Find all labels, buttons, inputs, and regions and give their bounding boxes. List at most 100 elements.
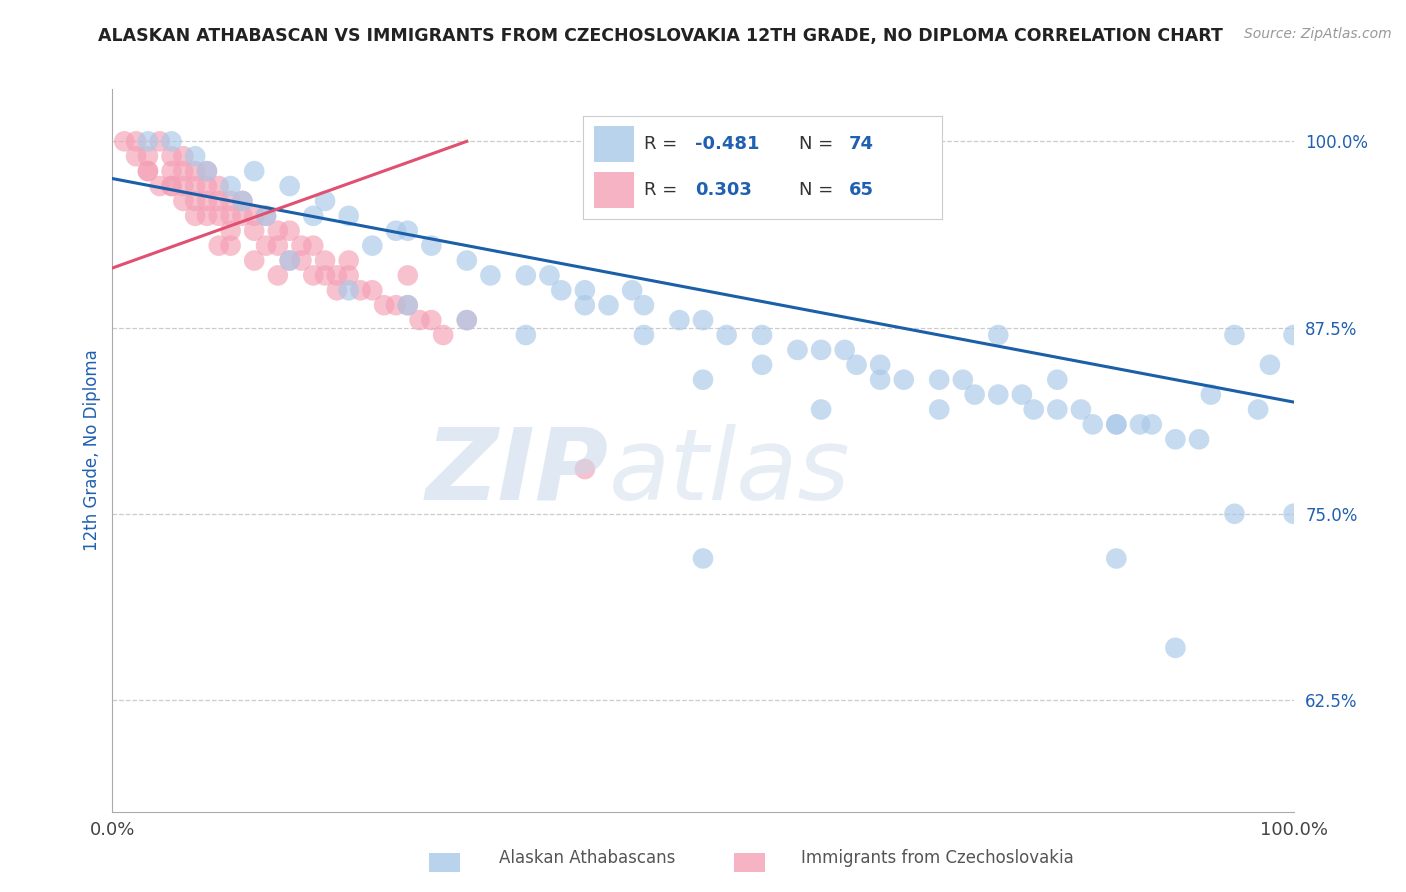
Point: [1164, 640, 1187, 655]
Point: [184, 164, 207, 178]
Point: [208, 238, 231, 252]
Point: [1199, 387, 1222, 401]
Point: [1188, 432, 1211, 446]
Point: [136, 164, 159, 178]
Text: N =: N =: [799, 181, 838, 199]
Text: -0.481: -0.481: [695, 135, 759, 153]
Point: [219, 238, 242, 252]
Point: [515, 268, 537, 283]
Point: [160, 134, 183, 148]
Point: [290, 238, 312, 252]
Point: [361, 283, 384, 297]
Point: [267, 268, 290, 283]
Text: R =: R =: [644, 181, 683, 199]
Point: [668, 313, 690, 327]
Point: [692, 551, 714, 566]
Point: [208, 179, 231, 194]
Text: atlas: atlas: [609, 424, 851, 521]
Point: [302, 238, 325, 252]
Point: [987, 387, 1010, 401]
Point: [337, 283, 360, 297]
Point: [337, 253, 360, 268]
Point: [278, 179, 301, 194]
Point: [136, 149, 159, 163]
Point: [1247, 402, 1270, 417]
Point: [254, 238, 277, 252]
Point: [314, 268, 336, 283]
Point: [633, 298, 655, 312]
Point: [1105, 417, 1128, 432]
Point: [195, 164, 218, 178]
Point: [254, 209, 277, 223]
Point: [172, 179, 194, 194]
Point: [278, 224, 301, 238]
Point: [396, 224, 419, 238]
Point: [869, 358, 891, 372]
Point: [160, 179, 183, 194]
Bar: [595, 126, 634, 162]
Point: [195, 179, 218, 194]
Point: [385, 224, 408, 238]
Point: [278, 253, 301, 268]
Point: [574, 462, 596, 476]
Point: [326, 283, 349, 297]
Point: [290, 253, 312, 268]
Point: [385, 298, 408, 312]
Point: [267, 224, 290, 238]
Point: [456, 313, 478, 327]
Point: [160, 149, 183, 163]
Point: [810, 343, 832, 357]
Point: [302, 268, 325, 283]
Point: [243, 209, 266, 223]
Point: [314, 253, 336, 268]
Point: [1070, 402, 1092, 417]
Point: [408, 313, 430, 327]
Text: N =: N =: [799, 135, 838, 153]
Point: [136, 134, 159, 148]
Point: [243, 164, 266, 178]
Text: ALASKAN ATHABASCAN VS IMMIGRANTS FROM CZECHOSLOVAKIA 12TH GRADE, NO DIPLOMA CORR: ALASKAN ATHABASCAN VS IMMIGRANTS FROM CZ…: [98, 27, 1223, 45]
Point: [373, 298, 395, 312]
Point: [1081, 417, 1104, 432]
Point: [1011, 387, 1033, 401]
Point: [361, 238, 384, 252]
Point: [420, 313, 443, 327]
Point: [869, 373, 891, 387]
Point: [987, 328, 1010, 343]
Point: [810, 402, 832, 417]
Point: [420, 238, 443, 252]
Point: [1258, 358, 1281, 372]
Point: [1022, 402, 1045, 417]
Point: [396, 298, 419, 312]
Point: [195, 164, 218, 178]
Point: [515, 328, 537, 343]
Point: [1282, 328, 1305, 343]
Point: [621, 283, 644, 297]
Point: [751, 328, 773, 343]
Point: [1140, 417, 1163, 432]
Point: [314, 194, 336, 208]
Point: [160, 179, 183, 194]
Text: ZIP: ZIP: [426, 424, 609, 521]
Point: [231, 209, 253, 223]
Point: [195, 194, 218, 208]
Point: [786, 343, 808, 357]
Text: R =: R =: [644, 135, 683, 153]
Point: [172, 164, 194, 178]
Point: [231, 194, 253, 208]
Text: 74: 74: [849, 135, 873, 153]
Point: [219, 194, 242, 208]
Point: [1282, 507, 1305, 521]
Point: [219, 209, 242, 223]
Point: [479, 268, 502, 283]
Point: [219, 224, 242, 238]
Point: [125, 134, 148, 148]
Point: [538, 268, 561, 283]
Point: [112, 134, 135, 148]
Point: [219, 179, 242, 194]
Point: [208, 194, 231, 208]
Point: [302, 209, 325, 223]
Point: [149, 179, 172, 194]
Point: [692, 373, 714, 387]
Point: [550, 283, 572, 297]
